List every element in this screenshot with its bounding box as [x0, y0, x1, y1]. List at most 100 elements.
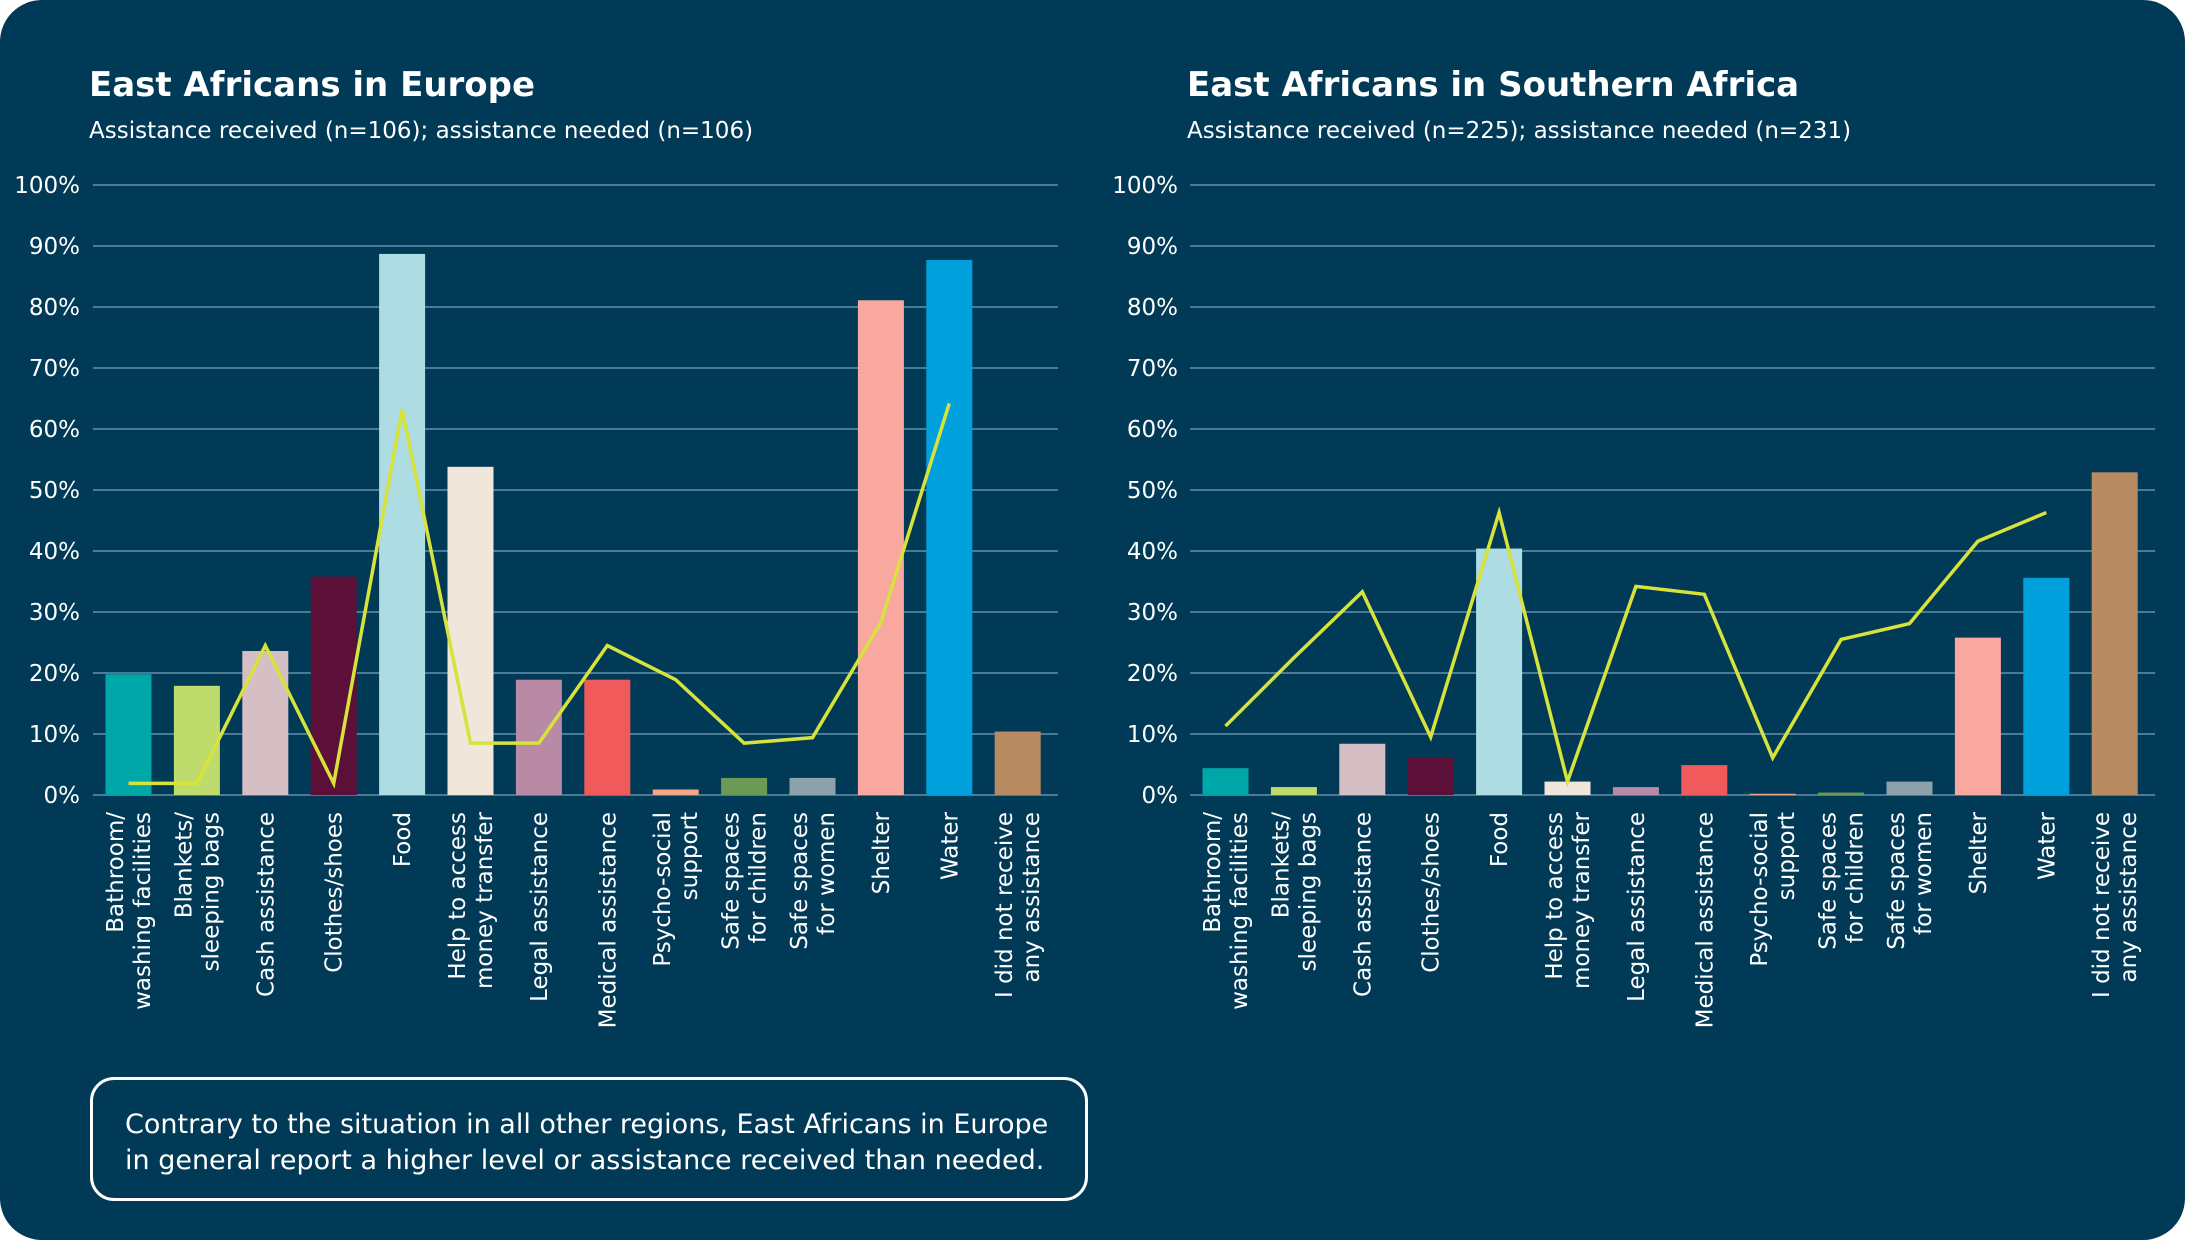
chart2-category-label: Blankets/sleeping bags [1268, 812, 1321, 972]
chart2-category-label-line: Cash assistance [1350, 812, 1376, 997]
chart2-y-tick-label: 90% [1127, 234, 1178, 260]
chart1-bar [173, 685, 220, 795]
chart2-title: East Africans in Southern Africa [1187, 65, 1799, 105]
chart2-category-label-line: for women [1911, 812, 1937, 935]
chart2-category-label-line: any assistance [2116, 812, 2142, 983]
chart1-bar [789, 777, 836, 795]
chart1-subtitle: Assistance received (n=106); assistance … [89, 118, 753, 144]
chart1-bar [515, 679, 562, 795]
chart1-y-tick-label: 30% [29, 600, 80, 626]
chart1-category-label-line: Bathroom/ [103, 812, 129, 933]
chart1-category-label-line: Psycho-social [650, 812, 676, 967]
chart2-y-tick-label: 30% [1127, 600, 1178, 626]
chart2-bar [1612, 787, 1659, 795]
callout-line-1: Contrary to the situation in all other r… [125, 1109, 1049, 1140]
chart1-category-label-line: for children [746, 812, 772, 943]
chart2-bar [1818, 792, 1865, 795]
chart2-y-tick-label: 0% [1142, 783, 1179, 809]
chart1-bar [721, 777, 768, 795]
chart2-category-label: Shelter [1966, 811, 1992, 894]
chart2-bar [1886, 781, 1933, 795]
chart2-bar [1681, 765, 1728, 795]
chart1-category-label: Bathroom/washing facilities [103, 812, 156, 1010]
chart1-category-label-line: Food [390, 812, 416, 867]
chart2-y-tick-label: 20% [1127, 661, 1178, 687]
chart1-category-label-line: for women [814, 812, 840, 935]
chart2-category-label-line: Clothes/shoes [1419, 812, 1445, 973]
chart2-category-label: Safe spacesfor children [1816, 812, 1869, 950]
chart2-category-label-line: Legal assistance [1624, 812, 1650, 1002]
chart2-category-label-line: Safe spaces [1884, 812, 1910, 950]
chart1-category-label-line: Safe spaces [787, 812, 813, 950]
chart1-y-tick-label: 0% [44, 783, 81, 809]
chart2-category-label-line: Water [2034, 811, 2060, 880]
chart1-bar [857, 300, 904, 795]
chart1-category-label-line: Legal assistance [527, 812, 553, 1002]
chart2-category-label: Medical assistance [1692, 812, 1718, 1028]
chart1-category-label-line: Blankets/ [171, 812, 197, 918]
chart2-category-label: Bathroom/washing facilities [1200, 812, 1253, 1010]
chart2-y-tick-label: 100% [1112, 173, 1178, 199]
chart2-subtitle: Assistance received (n=225); assistance … [1187, 118, 1851, 144]
chart1-needed-line [128, 402, 951, 789]
chart2-y-tick-label: 40% [1127, 539, 1178, 565]
chart1-bar [379, 253, 426, 795]
chart2-bar [1270, 787, 1317, 795]
chart1-category-label: Psycho-socialsupport [650, 812, 703, 967]
chart2-category-label-line: Help to access [1542, 812, 1568, 980]
chart1-category-label-line: I did not receive [992, 812, 1018, 998]
chart2-category-label: Psycho-socialsupport [1747, 812, 1800, 967]
chart1-category-label: Blankets/sleeping bags [171, 812, 224, 972]
chart2-category-label-line: Blankets/ [1268, 812, 1294, 918]
chart1-category-label: Help to accessmoney transfer [445, 811, 498, 989]
chart2-y-tick-label: 60% [1127, 417, 1178, 443]
chart2-group: East Africans in Southern Africa Assistan… [1112, 65, 2155, 1028]
chart2-bar [1339, 743, 1386, 795]
chart1-y-tick-label: 40% [29, 539, 80, 565]
chart1-category-label-line: Help to access [445, 812, 471, 980]
chart1-category-label: I did not receiveany assistance [992, 812, 1045, 998]
chart2-category-label-line: for children [1843, 812, 1869, 943]
chart1-category-label-line: money transfer [472, 811, 498, 989]
chart1-category-label-line: Safe spaces [719, 812, 745, 950]
chart1-y-tick-label: 10% [29, 722, 80, 748]
chart2-category-label-line: money transfer [1569, 811, 1595, 989]
callout-box: Contrary to the situation in all other r… [90, 1077, 1088, 1201]
chart1-y-tick-label: 80% [29, 295, 80, 321]
chart1-category-label-line: any assistance [1019, 812, 1045, 983]
chart1-category-label: Cash assistance [253, 812, 279, 997]
chart1-group: East Africans in Europe Assistance receiv… [14, 65, 1058, 1028]
chart2-category-label: I did not receiveany assistance [2089, 812, 2142, 998]
chart1-category-label-line: washing facilities [130, 812, 156, 1010]
chart1-category-label: Food [390, 812, 416, 867]
chart2-category-label: Help to accessmoney transfer [1542, 811, 1595, 989]
chart2-category-label-line: support [1774, 812, 1800, 900]
chart2-bar [1544, 781, 1591, 795]
chart2-needed-line [1224, 506, 2047, 788]
chart1-category-label: Clothes/shoes [322, 812, 348, 973]
chart2-category-label-line: Bathroom/ [1200, 812, 1226, 933]
chart1-category-label: Medical assistance [595, 812, 621, 1028]
chart1-y-tick-label: 100% [14, 173, 80, 199]
chart2-category-label: Legal assistance [1624, 812, 1650, 1002]
chart2-bar [1476, 548, 1523, 795]
chart2-category-label-line: Safe spaces [1816, 812, 1842, 950]
chart2-category-label-line: Psycho-social [1747, 812, 1773, 967]
chart1-category-label-line: Cash assistance [253, 812, 279, 997]
chart1-category-label-line: Water [937, 811, 963, 880]
chart2-category-label-line: washing facilities [1227, 812, 1253, 1010]
chart2-bar [1954, 637, 2001, 795]
chart1-y-tick-label: 20% [29, 661, 80, 687]
chart1-bar [242, 651, 289, 795]
chart2-category-label-line: Medical assistance [1692, 812, 1718, 1028]
chart2-bar [2023, 577, 2070, 795]
chart1-bar [105, 674, 152, 795]
chart1-category-label: Legal assistance [527, 812, 553, 1002]
chart1-y-tick-label: 60% [29, 417, 80, 443]
chart2-y-tick-label: 70% [1127, 356, 1178, 382]
chart1-category-label-line: Medical assistance [595, 812, 621, 1028]
chart2-category-label-line: Food [1487, 812, 1513, 867]
chart1-category-label: Safe spacesfor children [719, 812, 772, 950]
